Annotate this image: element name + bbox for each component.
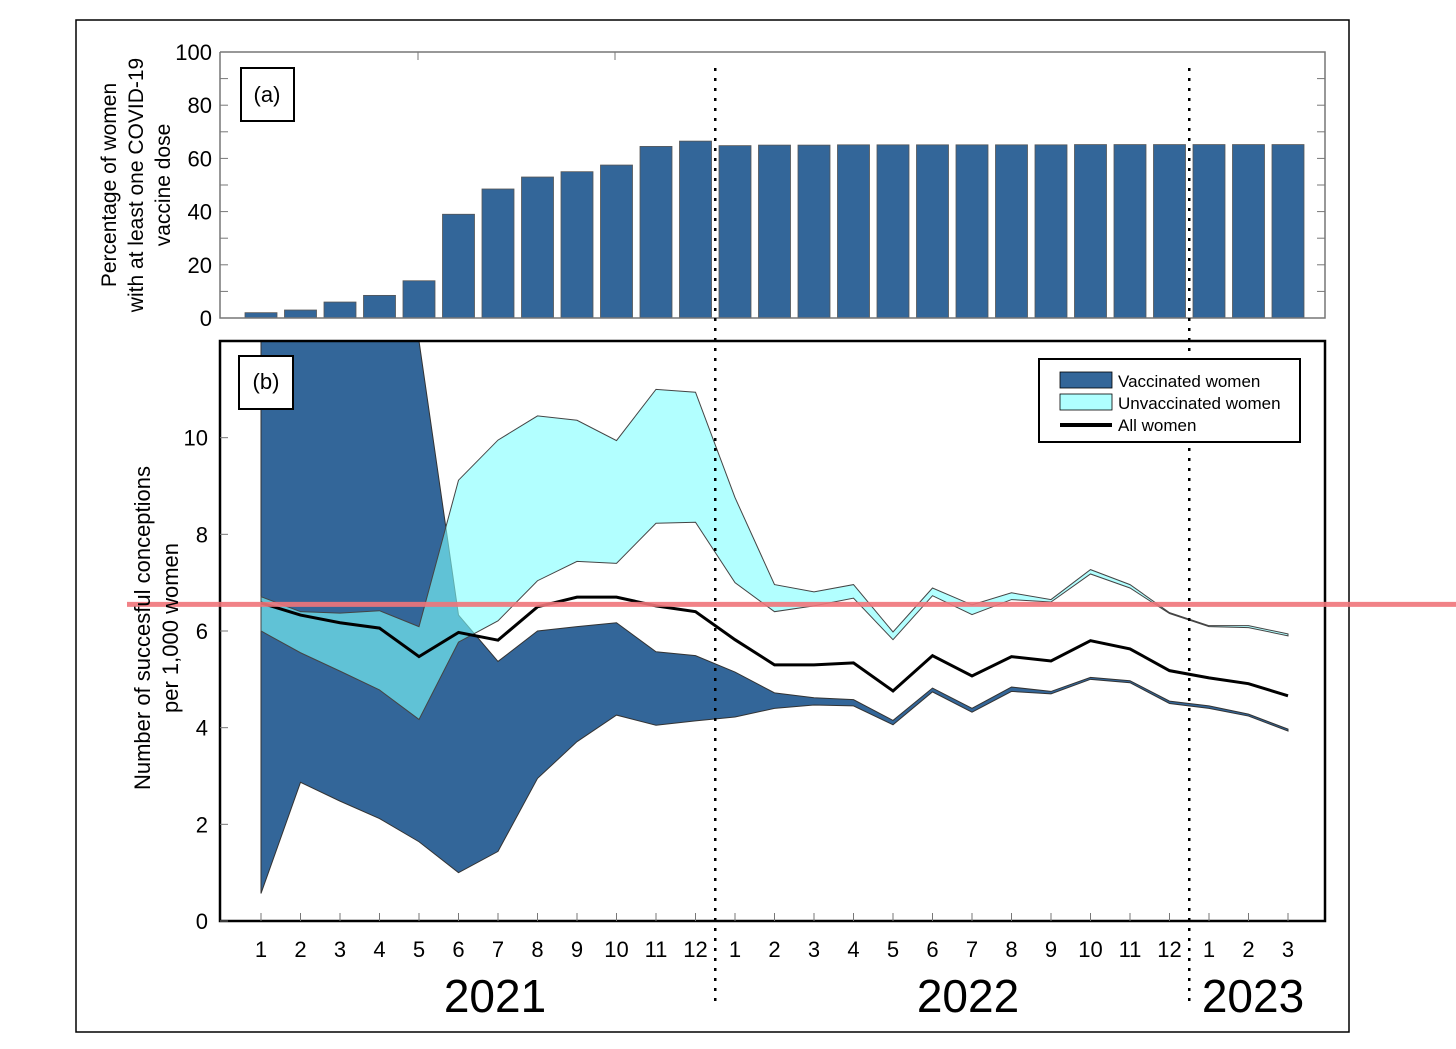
legend-swatch-unvaccinated xyxy=(1059,393,1113,411)
year-label-2022: 2022 xyxy=(917,970,1019,1022)
bar xyxy=(560,171,594,319)
x-tick-label: 3 xyxy=(808,937,820,962)
panel-b-ylabel: Number of succesful conceptions per 1,00… xyxy=(130,466,183,790)
ylabel-line: with at least one COVID-19 xyxy=(125,58,148,313)
y-tick-label: 60 xyxy=(188,146,212,171)
vaccinated-band xyxy=(260,340,1289,894)
x-tick-label: 4 xyxy=(847,937,859,962)
x-tick-label: 7 xyxy=(966,937,978,962)
x-tick-label: 9 xyxy=(571,937,583,962)
x-tick-label: 10 xyxy=(604,937,628,962)
bar xyxy=(284,309,317,319)
bar xyxy=(600,164,633,319)
bar xyxy=(758,144,791,319)
bar xyxy=(1113,144,1147,319)
x-tick-label: 2 xyxy=(1242,937,1254,962)
bar xyxy=(995,144,1028,319)
y-tick-label: 80 xyxy=(188,93,212,118)
year-label-2021: 2021 xyxy=(444,970,546,1022)
x-tick-label: 3 xyxy=(334,937,346,962)
panel-b-label: (b) xyxy=(253,369,280,394)
unvaccinated-band xyxy=(260,388,1289,721)
legend-label-unvaccinated: Unvaccinated women xyxy=(1118,394,1281,413)
x-tick-label: 11 xyxy=(645,937,668,962)
y-tick-label: 2 xyxy=(196,812,208,837)
panel-a-ylabel: Percentage of women with at least one CO… xyxy=(98,58,175,313)
overlays xyxy=(127,68,1456,1005)
x-tick-label: 5 xyxy=(887,937,899,962)
bar xyxy=(442,213,475,319)
panel-a-label-box xyxy=(240,67,295,122)
y-tick-label: 20 xyxy=(188,253,212,278)
bar xyxy=(916,144,949,319)
x-tick-label: 2 xyxy=(768,937,780,962)
x-tick-label: 8 xyxy=(1005,937,1017,962)
bar xyxy=(1232,144,1265,319)
x-tick-label: 6 xyxy=(926,937,938,962)
x-tick-label: 1 xyxy=(1203,937,1215,962)
panel-b-label-box xyxy=(238,355,294,410)
bar xyxy=(521,176,554,319)
y-tick-label: 10 xyxy=(184,426,208,451)
legend-label-all: All women xyxy=(1118,416,1196,435)
y-tick-label: 40 xyxy=(188,200,212,225)
x-tick-label: 1 xyxy=(729,937,741,962)
bar xyxy=(1271,144,1305,319)
x-tick-label: 1 xyxy=(255,937,267,962)
ylabel-line: Number of succesful conceptions xyxy=(130,466,155,790)
bar xyxy=(1074,144,1107,319)
bar xyxy=(837,144,870,319)
bar xyxy=(244,312,278,319)
legend: Vaccinated women Unvaccinated women All … xyxy=(1038,358,1301,443)
x-tick-label: 8 xyxy=(531,937,543,962)
all-women-line xyxy=(260,595,1289,698)
year-label-2023: 2023 xyxy=(1202,970,1304,1022)
bar xyxy=(323,301,357,319)
legend-swatch-vaccinated xyxy=(1059,371,1113,389)
x-tick-label: 4 xyxy=(373,937,385,962)
x-tick-label: 12 xyxy=(683,937,707,962)
panel-a: 0 20 40 60 80 100 xyxy=(175,40,1326,331)
y-tick-label: 8 xyxy=(196,522,208,547)
x-tick-label: 11 xyxy=(1119,937,1142,962)
bar xyxy=(639,146,673,319)
bar xyxy=(955,144,989,319)
y-tick-label: 4 xyxy=(196,716,208,741)
panel-a-label: (a) xyxy=(254,82,281,107)
y-tick-label: 100 xyxy=(175,40,212,65)
y-tick-label: 0 xyxy=(196,909,208,934)
x-tick-label: 2 xyxy=(294,937,306,962)
x-tick-label: 6 xyxy=(452,937,464,962)
bar xyxy=(876,144,910,319)
x-tick-label: 5 xyxy=(413,937,425,962)
ylabel-line: Percentage of women xyxy=(98,83,121,287)
bar xyxy=(1153,144,1186,319)
bar xyxy=(797,144,831,319)
x-tick-label: 12 xyxy=(1157,937,1181,962)
y-tick-label: 0 xyxy=(200,306,212,331)
bar xyxy=(718,145,752,319)
ylabel-line: per 1,000 women xyxy=(158,543,183,713)
bar xyxy=(679,140,712,319)
x-tick-label: 3 xyxy=(1282,937,1294,962)
bar xyxy=(402,280,436,319)
bar xyxy=(363,294,396,319)
bar xyxy=(1034,144,1068,319)
y-tick-label: 6 xyxy=(196,619,208,644)
x-tick-label: 9 xyxy=(1045,937,1057,962)
legend-label-vaccinated: Vaccinated women xyxy=(1118,372,1260,391)
bar xyxy=(481,188,515,319)
ylabel-line: vaccine dose xyxy=(152,124,175,247)
x-tick-label: 10 xyxy=(1078,937,1102,962)
bar xyxy=(1192,144,1226,319)
x-tick-label: 7 xyxy=(492,937,504,962)
